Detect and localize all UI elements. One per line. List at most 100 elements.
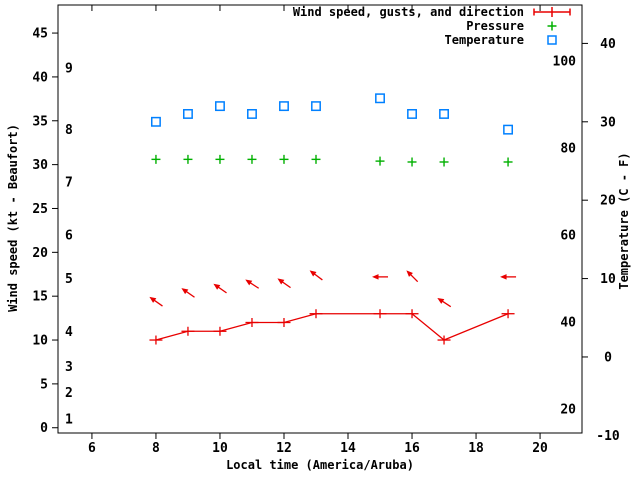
wind-data-point xyxy=(245,317,259,327)
pressure-data-point xyxy=(375,156,385,166)
svg-text:16: 16 xyxy=(404,441,420,456)
x-axis-ticks: 6 8 10 12 14 16 18 20 xyxy=(88,5,548,456)
square-marker-icon xyxy=(547,35,557,45)
wind-data-point xyxy=(373,309,387,319)
svg-text:60: 60 xyxy=(560,228,576,243)
pressure-data-point xyxy=(439,157,449,167)
svg-text:100: 100 xyxy=(553,54,577,69)
svg-text:8: 8 xyxy=(65,123,73,138)
pressure-data-point xyxy=(151,154,161,164)
temperature-data-point xyxy=(150,116,161,127)
pressure-series xyxy=(151,154,513,167)
pressure-data-point xyxy=(183,154,193,164)
legend-label-pressure: Pressure xyxy=(466,19,524,33)
legend-item-temperature: Temperature xyxy=(293,33,574,47)
wind-direction-arrow xyxy=(406,270,419,283)
errorbar-marker-icon xyxy=(533,7,571,17)
svg-text:10: 10 xyxy=(600,272,616,287)
wind-data-point xyxy=(149,335,163,345)
wind-direction-arrow xyxy=(437,297,452,308)
wind-direction-arrow xyxy=(149,296,163,307)
pressure-data-point xyxy=(279,154,289,164)
svg-text:40: 40 xyxy=(560,316,576,331)
left-axis-ticks: 0 5 10 15 20 25 30 35 40 45 xyxy=(32,27,58,436)
svg-text:20: 20 xyxy=(532,441,548,456)
pressure-data-point xyxy=(247,154,257,164)
svg-text:6: 6 xyxy=(65,228,73,243)
pressure-data-point xyxy=(311,154,321,164)
svg-text:5: 5 xyxy=(40,377,48,392)
svg-text:2: 2 xyxy=(65,386,73,401)
svg-text:30: 30 xyxy=(32,158,48,173)
svg-text:25: 25 xyxy=(32,202,48,217)
svg-text:7: 7 xyxy=(65,176,73,191)
plus-marker-icon xyxy=(547,21,557,31)
temperature-data-point xyxy=(439,109,449,119)
temperature-data-point xyxy=(503,124,514,135)
svg-text:40: 40 xyxy=(32,70,48,85)
temperature-data-point xyxy=(215,101,225,112)
svg-text:80: 80 xyxy=(560,141,576,156)
svg-text:15: 15 xyxy=(32,290,48,305)
wind-data-point xyxy=(213,326,227,336)
svg-text:4: 4 xyxy=(65,325,73,340)
svg-text:20: 20 xyxy=(560,403,576,418)
wind-direction-arrow xyxy=(245,279,260,289)
temperature-data-point xyxy=(279,101,289,112)
temperature-data-point xyxy=(311,101,321,112)
wind-direction-arrow xyxy=(213,283,227,294)
wind-data-point xyxy=(501,309,515,319)
svg-text:9: 9 xyxy=(65,62,73,77)
left-axis-title: Wind speed (kt - Beaufort) xyxy=(6,124,20,312)
temperature-data-point xyxy=(407,109,417,119)
wind-speed-gusts-and-direction-series xyxy=(149,309,515,345)
svg-text:5: 5 xyxy=(65,272,73,287)
svg-text:10: 10 xyxy=(32,334,48,349)
svg-text:10: 10 xyxy=(212,441,228,456)
legend-label-wind: Wind speed, gusts, and direction xyxy=(292,5,524,19)
legend-label-temperature: Temperature xyxy=(444,33,524,47)
svg-text:14: 14 xyxy=(340,441,356,456)
wind-direction-arrow xyxy=(500,274,517,280)
temperature-series xyxy=(150,93,514,135)
wind-direction-arrow xyxy=(181,288,195,298)
svg-text:18: 18 xyxy=(468,441,484,456)
legend-item-wind: Wind speed, gusts, and direction xyxy=(293,5,574,19)
svg-text:20: 20 xyxy=(600,194,616,209)
legend-item-pressure: Pressure xyxy=(293,19,574,33)
svg-text:12: 12 xyxy=(276,441,292,456)
pressure-data-point xyxy=(407,157,417,167)
beaufort-scale-labels: 1 2 3 4 5 6 7 8 9 xyxy=(65,62,73,428)
svg-text:0: 0 xyxy=(40,421,48,436)
wind-direction-arrows xyxy=(149,270,517,308)
svg-text:6: 6 xyxy=(88,441,96,456)
x-axis-title: Local time (America/Aruba) xyxy=(226,458,414,472)
svg-text:45: 45 xyxy=(32,27,48,42)
svg-text:8: 8 xyxy=(152,441,160,456)
wind-direction-arrow xyxy=(309,270,323,281)
wind-direction-arrow xyxy=(277,278,291,289)
temperature-data-point xyxy=(375,93,385,104)
svg-text:20: 20 xyxy=(32,246,48,261)
fahrenheit-scale-labels: 20 40 60 80 100 xyxy=(553,54,577,417)
temperature-data-point xyxy=(183,109,193,119)
right-axis-ticks: -10 0 10 20 30 40 xyxy=(582,37,620,444)
legend: Wind speed, gusts, and direction Pressur… xyxy=(293,5,574,47)
wind-data-point xyxy=(405,309,419,319)
svg-text:0: 0 xyxy=(604,350,612,365)
temperature-data-point xyxy=(247,109,257,119)
svg-text:3: 3 xyxy=(65,360,73,375)
svg-text:30: 30 xyxy=(600,115,616,130)
wind-data-point xyxy=(277,317,291,327)
wind-data-point xyxy=(181,326,195,336)
wind-direction-arrow xyxy=(372,274,389,280)
pressure-data-point xyxy=(503,157,513,167)
right-axis-title: Temperature (C - F) xyxy=(617,152,631,290)
wind-data-point xyxy=(437,335,451,345)
wind-data-point xyxy=(309,309,323,319)
plot-border xyxy=(57,4,583,434)
pressure-data-point xyxy=(215,154,225,164)
svg-text:1: 1 xyxy=(65,412,73,427)
